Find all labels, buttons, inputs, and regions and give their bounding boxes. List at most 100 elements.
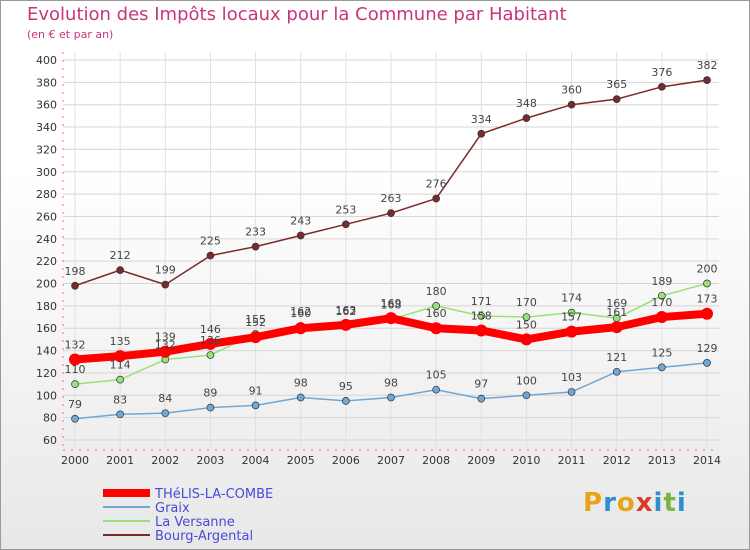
data-label: 180	[426, 285, 447, 298]
y-tick-label: 340	[36, 121, 57, 134]
data-point	[116, 266, 124, 274]
data-label: 160	[426, 307, 447, 320]
x-tick-label: 2008	[422, 454, 450, 467]
data-label: 103	[561, 371, 582, 384]
chart-title: Evolution des Impôts locaux pour la Comm…	[27, 4, 567, 25]
data-point	[206, 351, 215, 359]
data-point	[69, 353, 81, 366]
data-point	[342, 220, 350, 229]
data-point	[567, 100, 576, 109]
data-label: 95	[339, 380, 353, 393]
y-tick-label: 280	[36, 188, 57, 201]
data-point	[161, 280, 170, 289]
x-tick-label: 2012	[603, 454, 631, 467]
data-point	[477, 394, 486, 403]
data-point	[475, 324, 488, 337]
data-point	[387, 393, 395, 402]
data-label: 171	[471, 295, 492, 308]
data-label: 150	[516, 318, 537, 331]
proxiti-logo: Proxiti	[583, 488, 687, 518]
data-label: 169	[381, 297, 402, 310]
y-tick-label: 100	[36, 389, 57, 402]
data-point	[522, 114, 531, 122]
y-tick-label: 260	[36, 210, 57, 223]
data-point	[71, 281, 79, 290]
legend-label: THéLIS-LA-COMBE	[154, 487, 273, 502]
data-label: 139	[155, 331, 176, 344]
data-label: 348	[516, 97, 537, 110]
x-tick-label: 2013	[648, 454, 676, 467]
data-point	[385, 312, 397, 325]
data-point	[432, 385, 440, 394]
axes: 60 80 100 120 140 160 180 200 220 240 260 280 300 320…	[36, 52, 721, 467]
x-tick-label: 2003	[196, 454, 224, 467]
y-tick-label: 80	[43, 412, 57, 425]
data-point	[701, 307, 713, 320]
series-layer	[69, 76, 713, 423]
data-point	[251, 401, 260, 410]
data-label: 263	[381, 192, 402, 205]
data-label: 169	[606, 297, 627, 310]
data-point	[116, 410, 124, 419]
data-label: 97	[474, 378, 488, 391]
data-labels: 198 212 199 225 233 243 253 263 276 334 348 360 365 3…	[65, 59, 718, 411]
chart-subtitle: (en € et par an)	[27, 28, 114, 41]
data-label: 200	[697, 263, 718, 276]
data-label: 84	[158, 392, 172, 405]
data-label: 162	[335, 305, 356, 318]
data-label: 162	[290, 305, 311, 318]
data-point	[520, 333, 533, 346]
data-point	[114, 350, 127, 363]
data-point	[296, 393, 305, 402]
data-point	[658, 82, 666, 91]
data-point	[430, 322, 443, 335]
data-label: 110	[65, 363, 86, 376]
data-label: 212	[110, 249, 131, 262]
data-label: 376	[651, 66, 672, 79]
data-label: 125	[651, 346, 672, 359]
data-label: 121	[606, 351, 627, 364]
legend-label: Graix	[155, 501, 190, 516]
y-tick-label: 220	[36, 255, 57, 268]
x-tick-label: 2010	[512, 454, 540, 467]
data-point	[658, 291, 666, 300]
data-point	[161, 409, 170, 418]
data-label: 89	[203, 387, 217, 400]
x-tick-label: 2005	[287, 454, 315, 467]
data-point	[703, 279, 711, 288]
data-point	[294, 322, 307, 335]
data-point	[432, 302, 440, 310]
data-point	[477, 129, 486, 138]
data-point	[703, 76, 711, 84]
data-label: 91	[249, 384, 263, 397]
data-label: 98	[384, 377, 398, 390]
data-point	[296, 231, 305, 240]
data-label: 100	[516, 374, 537, 387]
data-point	[658, 363, 666, 372]
x-tick-label: 2014	[693, 454, 721, 467]
x-tick-label: 2002	[151, 454, 179, 467]
x-tick-label: 2009	[467, 454, 495, 467]
data-label: 155	[245, 313, 266, 326]
data-point	[387, 209, 395, 217]
data-label: 129	[697, 342, 718, 355]
data-point	[71, 380, 79, 388]
data-point	[567, 388, 576, 396]
data-point	[251, 242, 260, 251]
y-tick-label: 240	[36, 233, 57, 246]
data-label: 170	[651, 296, 672, 309]
data-point	[610, 321, 623, 334]
data-label: 334	[471, 113, 492, 126]
data-label: 98	[294, 377, 308, 390]
data-label: 158	[471, 309, 492, 322]
x-tick-label: 2007	[377, 454, 405, 467]
data-point	[655, 311, 668, 324]
y-tick-label: 300	[36, 166, 57, 179]
data-point	[703, 359, 711, 367]
data-point	[612, 367, 621, 376]
data-label: 168	[381, 298, 402, 311]
data-point	[204, 337, 217, 350]
data-point	[522, 313, 531, 321]
data-point	[206, 403, 215, 412]
y-tick-label: 180	[36, 300, 57, 313]
